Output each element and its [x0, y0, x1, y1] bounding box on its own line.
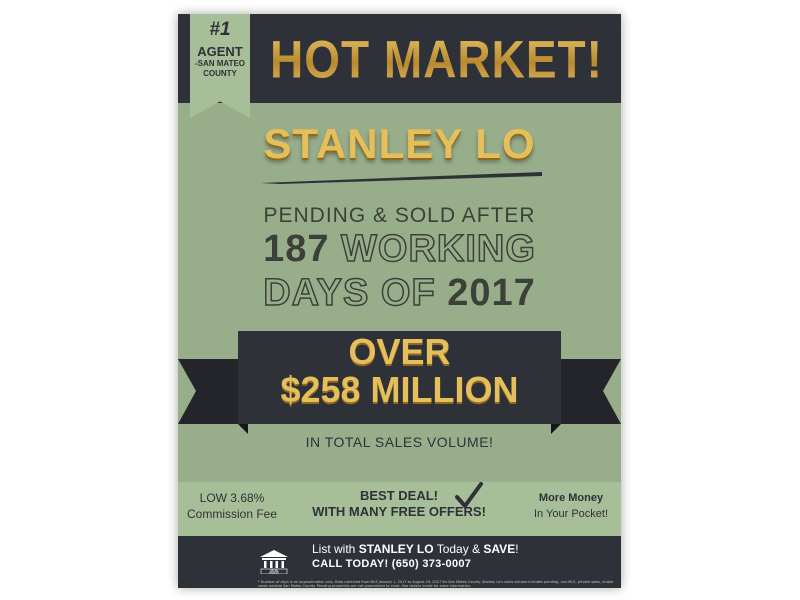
footer-list-name: STANLEY LO	[358, 542, 434, 556]
footer-bar: GREEN BANKER List with STANLEY LO Today …	[178, 536, 621, 588]
badge-rank: #1	[209, 19, 231, 40]
badge-title: AGENT	[197, 44, 243, 59]
footer-list-mid: Today &	[433, 542, 484, 556]
days-of-word: DAYS OF	[262, 271, 436, 315]
stats-year-row: DAYS OF 2017	[178, 271, 621, 315]
agent-name: STANLEY LO	[263, 120, 536, 167]
volume-caption: IN TOTAL SALES VOLUME!	[305, 434, 494, 450]
perks-strip: LOW 3.68% Commission Fee BEST DEAL! WITH…	[178, 482, 621, 536]
footer-list-prefix: List with	[312, 542, 359, 556]
name-underline-swoosh	[260, 172, 542, 184]
footer-list-line: List with STANLEY LO Today & SAVE!	[312, 542, 519, 556]
header-bar: HOT MARKET!	[178, 14, 621, 103]
badge-region-line2: COUNTY	[203, 69, 237, 78]
footer-disclaimer: * Number of days is an approximation onl…	[258, 580, 614, 588]
logo-text-green: GREEN	[270, 569, 279, 572]
checkmark-icon	[455, 482, 483, 508]
perk-commission: LOW 3.68% Commission Fee	[182, 490, 282, 522]
working-word: WORKING	[340, 227, 536, 271]
days-number: 187	[263, 228, 330, 270]
volume-over: OVER	[348, 331, 451, 372]
volume-banner	[178, 331, 621, 434]
perk-more-money-line2: In Your Pocket!	[534, 508, 608, 520]
perk-commission-label: Commission Fee	[186, 507, 278, 521]
year: 2017	[447, 272, 536, 314]
hot-market-headline: HOT MARKET!	[252, 23, 621, 94]
footer-call-line: CALL TODAY! (650) 373-0007	[312, 558, 472, 570]
footer-list-end: !	[515, 542, 519, 556]
perk-more-money-line1: More Money	[538, 492, 604, 504]
volume-amount: $258 MILLION	[280, 369, 519, 410]
perk-more-money: More Money In Your Pocket!	[525, 490, 617, 522]
green-banker-logo-icon: GREEN BANKER	[260, 550, 288, 574]
logo-text-banker: BANKER	[269, 572, 279, 574]
perk-best-deal-line1: BEST DEAL!	[360, 488, 438, 503]
perk-commission-rate: LOW 3.68%	[199, 491, 265, 505]
flyer: HOT MARKET! #1 AGENT -SAN MATEO COUNTY S…	[178, 14, 621, 588]
perk-best-deal-line2: WITH MANY FREE OFFERS!	[312, 504, 486, 519]
perk-best-deal: BEST DEAL! WITH MANY FREE OFFERS!	[292, 488, 506, 520]
badge-region-line1: -SAN MATEO	[194, 59, 246, 68]
rank-badge: #1 AGENT -SAN MATEO COUNTY	[190, 14, 250, 118]
stats-days-row: 187 WORKING	[178, 227, 621, 271]
footer-list-save: SAVE	[483, 542, 516, 556]
stats-intro: PENDING & SOLD AFTER	[263, 204, 536, 227]
